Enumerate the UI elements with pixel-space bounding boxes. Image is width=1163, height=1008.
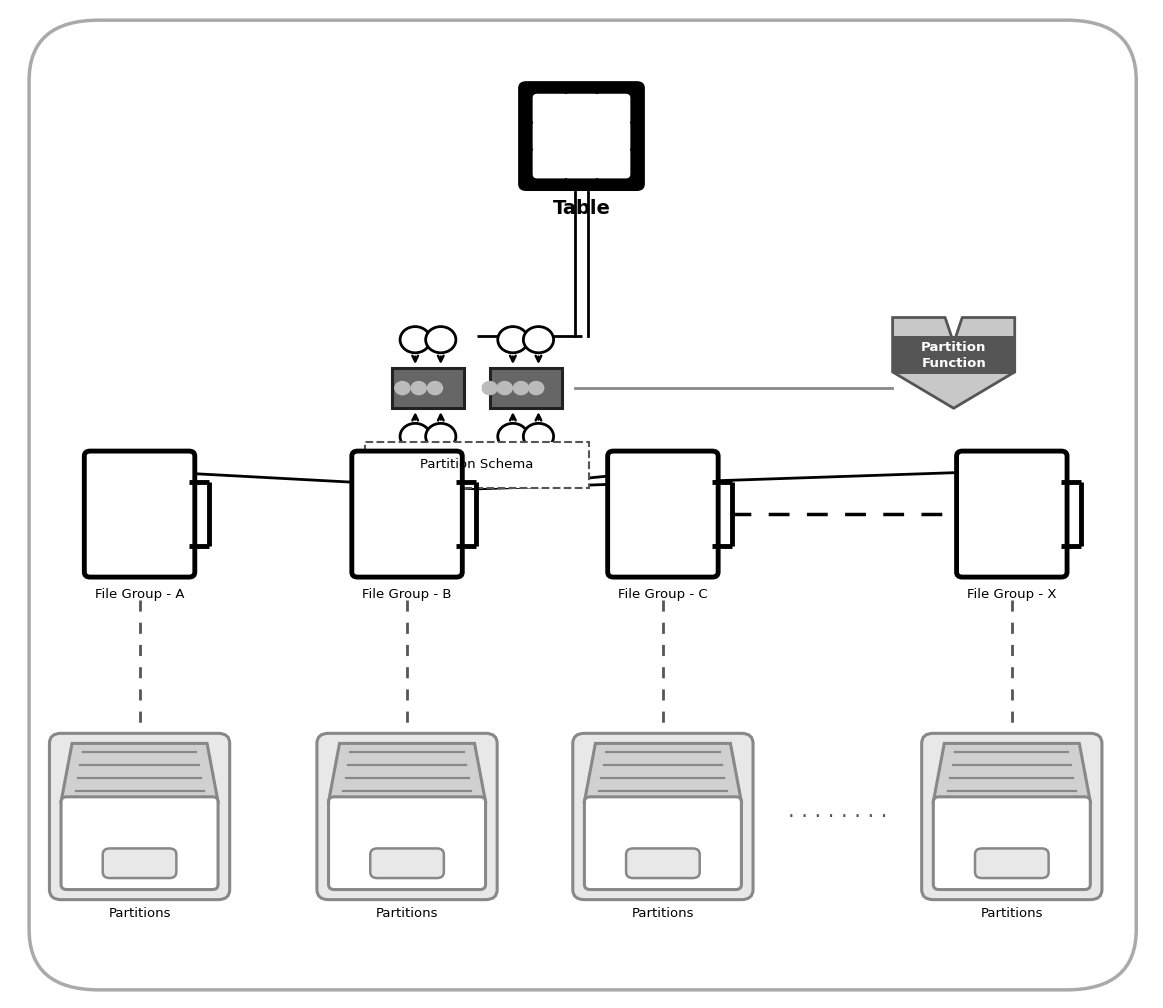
Circle shape <box>523 327 554 353</box>
Polygon shape <box>584 744 742 802</box>
FancyBboxPatch shape <box>975 849 1049 878</box>
FancyBboxPatch shape <box>564 94 599 124</box>
FancyBboxPatch shape <box>572 734 754 899</box>
Circle shape <box>528 382 543 395</box>
Text: Partitions: Partitions <box>108 907 171 920</box>
Text: Partitions: Partitions <box>632 907 694 920</box>
Circle shape <box>523 423 554 450</box>
FancyBboxPatch shape <box>607 452 718 577</box>
Circle shape <box>498 327 528 353</box>
Circle shape <box>394 382 409 395</box>
FancyBboxPatch shape <box>102 849 177 878</box>
Text: File Group - B: File Group - B <box>363 588 451 601</box>
FancyBboxPatch shape <box>84 452 194 577</box>
FancyBboxPatch shape <box>49 734 229 899</box>
Text: File Group - A: File Group - A <box>95 588 184 601</box>
FancyBboxPatch shape <box>533 121 568 151</box>
FancyBboxPatch shape <box>351 452 462 577</box>
FancyBboxPatch shape <box>564 148 599 178</box>
FancyBboxPatch shape <box>626 849 700 878</box>
Circle shape <box>400 327 430 353</box>
FancyBboxPatch shape <box>921 734 1103 899</box>
Circle shape <box>426 327 456 353</box>
Text: . . . . . . . .: . . . . . . . . <box>787 801 887 822</box>
Text: Partitions: Partitions <box>376 907 438 920</box>
FancyBboxPatch shape <box>316 734 498 899</box>
Text: Partition Schema: Partition Schema <box>420 459 534 471</box>
FancyBboxPatch shape <box>60 796 219 889</box>
FancyBboxPatch shape <box>392 368 464 408</box>
Polygon shape <box>328 744 486 802</box>
Circle shape <box>498 423 528 450</box>
Circle shape <box>428 382 443 395</box>
FancyBboxPatch shape <box>595 121 630 151</box>
Text: Partition
Function: Partition Function <box>921 341 986 370</box>
Circle shape <box>514 382 528 395</box>
FancyBboxPatch shape <box>519 82 644 192</box>
FancyBboxPatch shape <box>956 452 1068 577</box>
FancyBboxPatch shape <box>370 849 444 878</box>
FancyBboxPatch shape <box>365 442 588 488</box>
Text: File Group - X: File Group - X <box>968 588 1056 601</box>
Text: Table: Table <box>552 199 611 218</box>
Text: Partitions: Partitions <box>980 907 1043 920</box>
Circle shape <box>426 423 456 450</box>
Circle shape <box>497 382 513 395</box>
FancyBboxPatch shape <box>328 796 486 889</box>
FancyBboxPatch shape <box>533 94 568 124</box>
FancyBboxPatch shape <box>595 148 630 178</box>
Text: File Group - C: File Group - C <box>618 588 708 601</box>
FancyBboxPatch shape <box>29 20 1136 990</box>
Circle shape <box>481 382 498 395</box>
FancyBboxPatch shape <box>533 148 568 178</box>
FancyBboxPatch shape <box>490 368 562 408</box>
Circle shape <box>400 423 430 450</box>
FancyBboxPatch shape <box>933 796 1091 889</box>
Polygon shape <box>60 744 219 802</box>
FancyBboxPatch shape <box>584 796 742 889</box>
Circle shape <box>412 382 427 395</box>
Polygon shape <box>893 318 1014 408</box>
FancyBboxPatch shape <box>893 337 1014 374</box>
Polygon shape <box>933 744 1091 802</box>
FancyBboxPatch shape <box>564 121 599 151</box>
FancyBboxPatch shape <box>595 94 630 124</box>
